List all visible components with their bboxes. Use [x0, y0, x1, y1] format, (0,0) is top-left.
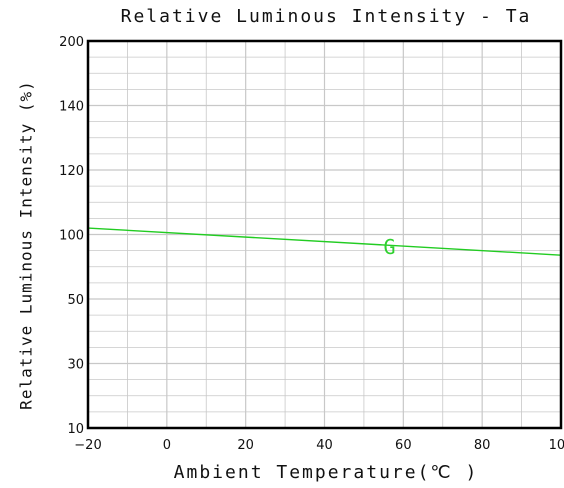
y-tick-label: 50: [67, 293, 84, 308]
y-tick-label: 10: [67, 422, 84, 437]
x-tick-label: 20: [237, 438, 254, 453]
y-tick-label: 30: [67, 358, 84, 373]
plot-frame: [86, 39, 563, 430]
grid-lines: [88, 41, 561, 428]
y-tick-label: 200: [59, 35, 84, 50]
x-tick-label: −20: [74, 438, 101, 453]
series-line-g: [87, 227, 562, 256]
x-tick-labels: −20 0 20 40 60 80 100: [74, 438, 564, 453]
chart-title: Relative Luminous Intensity - Ta: [120, 6, 532, 27]
x-tick-label: 0: [163, 438, 171, 453]
series-label: G: [383, 235, 395, 259]
x-tick-label: 80: [474, 438, 491, 453]
y-tick-labels: 10 30 50 100 120 140 200: [59, 35, 84, 437]
x-axis-label: Ambient Temperature(℃ ): [173, 462, 479, 483]
x-tick-label: 40: [316, 438, 333, 453]
y-tick-label: 120: [59, 164, 84, 179]
y-tick-label: 140: [59, 100, 84, 115]
series-group: G: [87, 227, 562, 259]
x-tick-label: 60: [395, 438, 412, 453]
x-tick-label: 100: [549, 438, 564, 453]
y-tick-label: 100: [59, 229, 84, 244]
